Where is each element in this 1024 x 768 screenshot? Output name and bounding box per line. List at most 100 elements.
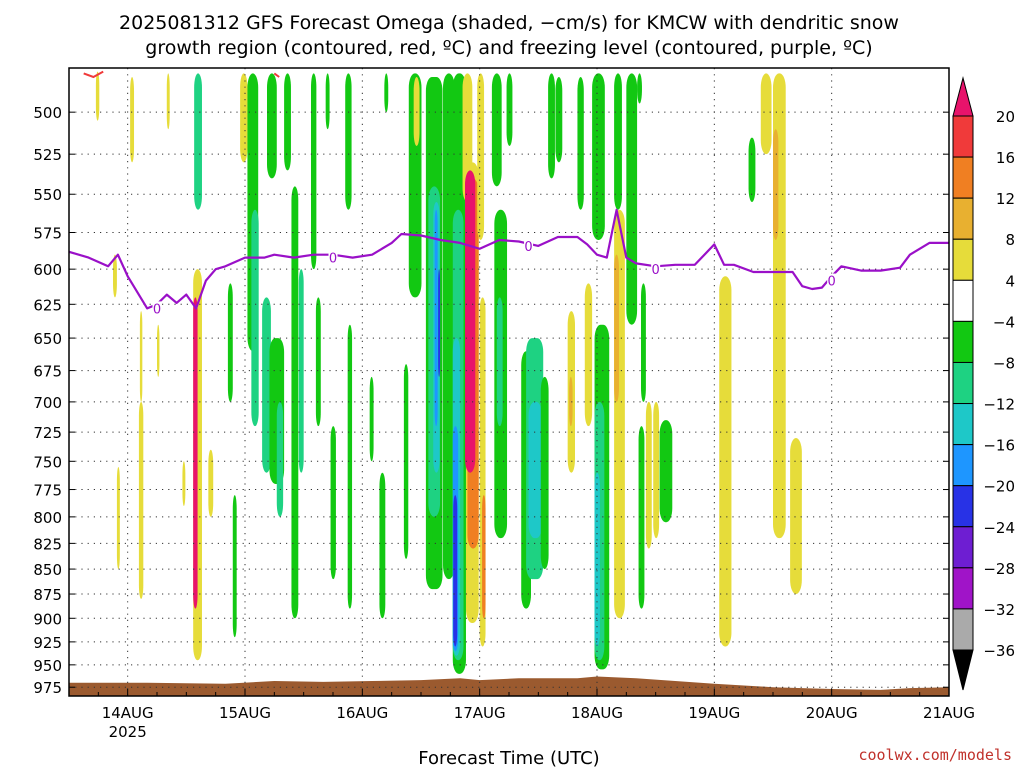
y-tick-label-725: 725 <box>33 424 62 442</box>
freezing-label-bg-4 <box>827 273 837 287</box>
omega-shade-6 <box>157 324 160 377</box>
omega-shade-82 <box>659 420 673 523</box>
omega-shade-79 <box>637 73 642 104</box>
omega-shade-83 <box>719 276 732 647</box>
colorbar-label-3: 8 <box>1005 231 1015 249</box>
y-tick-label-900: 900 <box>33 610 62 628</box>
omega-shade-85 <box>760 73 772 155</box>
omega-shade-75 <box>614 254 619 402</box>
omega-shade-42 <box>443 73 455 580</box>
freezing-label-bg-0 <box>152 301 162 315</box>
colorbar-label-1: 16 <box>996 149 1015 167</box>
omega-shade-81 <box>653 401 660 539</box>
omega-shade-13 <box>227 283 233 402</box>
omega-shade-23 <box>291 186 299 619</box>
omega-shade-72 <box>594 472 600 647</box>
colorbar-label-0: 20 <box>996 108 1015 126</box>
omega-shade-0 <box>95 71 100 121</box>
omega-shade-88 <box>790 438 802 595</box>
omega-shade-28 <box>330 426 336 580</box>
x-tick-label-21AUG: 21AUG <box>923 704 975 722</box>
x-tick-label-14AUG: 14AUG <box>102 704 154 722</box>
colorbar-swatch-9 <box>952 444 974 487</box>
colorbar-label-11: −28 <box>983 560 1015 578</box>
colorbar-swatch-4 <box>952 238 974 281</box>
credit-text: coolwx.com/models <box>858 746 1012 764</box>
y-tick-label-575: 575 <box>33 225 62 243</box>
y-tick-label-525: 525 <box>33 146 62 164</box>
omega-shade-51 <box>465 170 476 473</box>
colorbar-swatch-5 <box>952 279 974 322</box>
omega-shade-22 <box>284 73 291 171</box>
omega-shade-31 <box>369 376 374 462</box>
omega-shade-24 <box>298 269 304 473</box>
freezing-label-bg-2 <box>524 238 534 252</box>
chart-title-line-2: growth region (contoured, red, ºC) and f… <box>145 37 872 59</box>
omega-shade-11 <box>193 297 198 609</box>
y-tick-label-925: 925 <box>33 634 62 652</box>
omega-shade-36 <box>413 77 420 146</box>
omega-shade-67 <box>577 77 584 210</box>
colorbar-label-10: −24 <box>983 519 1015 537</box>
y-tick-label-625: 625 <box>33 296 62 314</box>
y-tick-label-675: 675 <box>33 363 62 381</box>
plot-area <box>69 68 949 696</box>
freezing-level-label-1: 0 <box>329 252 337 267</box>
omega-shade-68 <box>584 283 593 427</box>
colorbar-swatch-8 <box>952 403 974 446</box>
omega-shade-40 <box>434 209 438 427</box>
omega-shade-69 <box>592 73 605 240</box>
omega-shade-77 <box>638 426 645 609</box>
colorbar-swatch-10 <box>952 485 974 528</box>
y-tick-label-650: 650 <box>33 330 62 348</box>
colorbar-top-arrow <box>952 76 974 117</box>
colorbar-swatch-13 <box>952 608 974 651</box>
omega-shade-78 <box>641 283 646 402</box>
freezing-level-label-0: 0 <box>153 302 161 317</box>
omega-shade-15 <box>240 73 248 163</box>
y-axis-pressure: 500 525 550 575 600 625 650 675 700 725 750 775 800 8… <box>33 104 949 697</box>
colorbar-swatch-3 <box>952 197 974 240</box>
y-tick-label-750: 750 <box>33 453 62 471</box>
omega-shade-34 <box>403 364 409 559</box>
colorbar-label-12: −32 <box>983 601 1015 619</box>
x-tick-label-16AUG: 16AUG <box>336 704 388 722</box>
surface-terrain <box>69 676 949 696</box>
omega-shade-33 <box>384 73 389 113</box>
colorbar-label-8: −16 <box>983 437 1015 455</box>
omega-shade-84 <box>748 137 756 203</box>
freezing-level-label-3: 0 <box>652 263 660 278</box>
omega-shade-54 <box>482 495 486 619</box>
y-tick-label-800: 800 <box>33 509 62 527</box>
colorbar-swatch-6 <box>952 320 974 363</box>
x-axis-label: Forecast Time (UTC) <box>418 748 599 768</box>
colorbar-bottom-arrow <box>952 649 974 691</box>
omega-shade-30 <box>347 324 353 609</box>
colorbar-label-2: 12 <box>996 190 1015 208</box>
omega-shade-4 <box>138 401 144 599</box>
y-tick-label-550: 550 <box>33 186 62 204</box>
contours: 0 0 0 0 0 <box>69 70 949 317</box>
colorbar-label-13: −36 <box>983 642 1015 660</box>
omega-shade-18 <box>262 297 271 473</box>
freezing-level-label-4: 0 <box>828 275 836 290</box>
omega-shade-61 <box>528 401 543 539</box>
omega-shade-5 <box>139 311 143 402</box>
freezing-label-bg-3 <box>651 262 661 276</box>
x-tick-label-20AUG: 20AUG <box>806 704 858 722</box>
chart-title-line-1: 2025081312 GFS Forecast Omega (shaded, −… <box>119 12 899 34</box>
y-tick-label-875: 875 <box>33 586 62 604</box>
colorbar-legend: 20 16 12 8 4 −4 −8 −12 −16 −20 −24 −28 −32 −36 <box>952 76 1015 691</box>
omega-shade-73 <box>614 73 622 210</box>
omega-shade-9 <box>194 73 202 210</box>
omega-shade-29 <box>345 73 352 210</box>
omega-shade-26 <box>315 297 321 427</box>
omega-shade-57 <box>496 297 503 427</box>
y-tick-label-500: 500 <box>33 104 62 122</box>
y-tick-label-850: 850 <box>33 561 62 579</box>
y-tick-label-700: 700 <box>33 394 62 412</box>
omega-shade-87 <box>773 129 779 240</box>
chart-title: 2025081312 GFS Forecast Omega (shaded, −… <box>119 12 899 59</box>
snow-growth-contour-1 <box>273 72 280 78</box>
